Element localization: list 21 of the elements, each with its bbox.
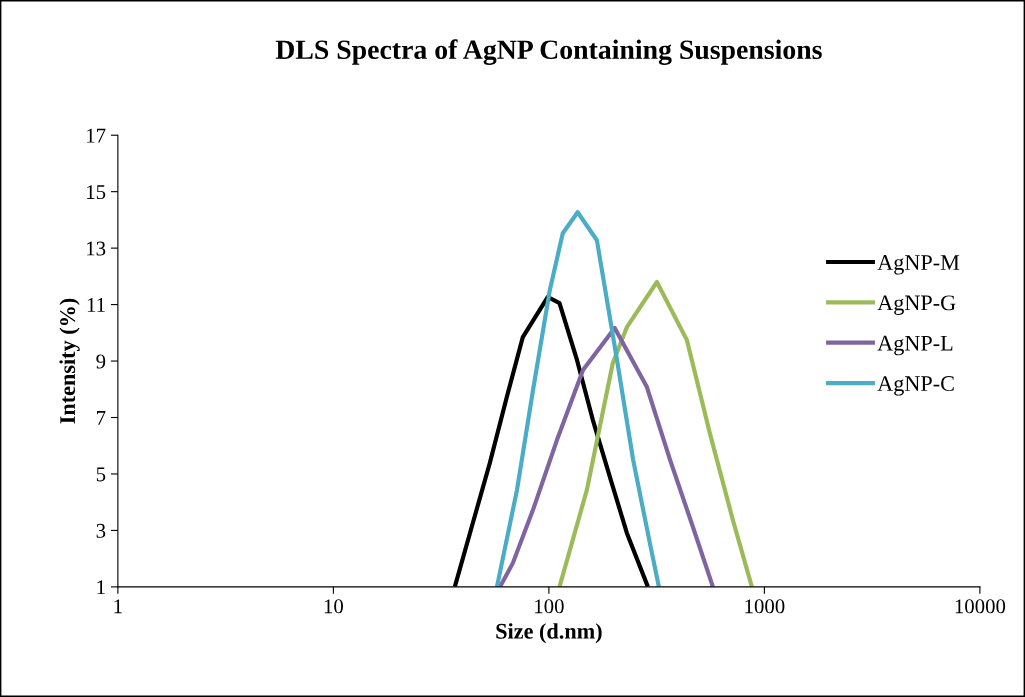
- x-tick-label: 10: [324, 599, 343, 614]
- y-tick-label: 11: [87, 298, 105, 312]
- x-tick-label: 100: [535, 599, 564, 614]
- y-tick-label: 5: [96, 467, 106, 482]
- y-tick-label: 15: [87, 185, 106, 200]
- legend-label: AgNP-G: [877, 295, 956, 315]
- y-tick-label: 9: [96, 354, 106, 369]
- y-axis-title: Intensity (%): [59, 298, 80, 424]
- x-tick-label: 1000: [745, 599, 785, 614]
- x-tick-label: 1: [114, 599, 122, 614]
- legend-label: AgNP-M: [877, 255, 960, 275]
- y-tick-label: 7: [97, 411, 106, 425]
- x-tick-label: 10000: [955, 599, 1006, 614]
- legend-label: AgNP-L: [877, 335, 953, 356]
- chart-title: DLS Spectra of AgNP Containing Suspensions: [275, 39, 822, 65]
- y-tick-label: 13: [87, 241, 106, 256]
- y-tick-label: 1: [97, 580, 105, 595]
- y-tick-label: 17: [87, 128, 106, 143]
- x-axis-title: Size (d.nm): [496, 623, 602, 644]
- legend-label: AgNP-C: [877, 376, 954, 396]
- y-tick-label: 3: [96, 523, 106, 538]
